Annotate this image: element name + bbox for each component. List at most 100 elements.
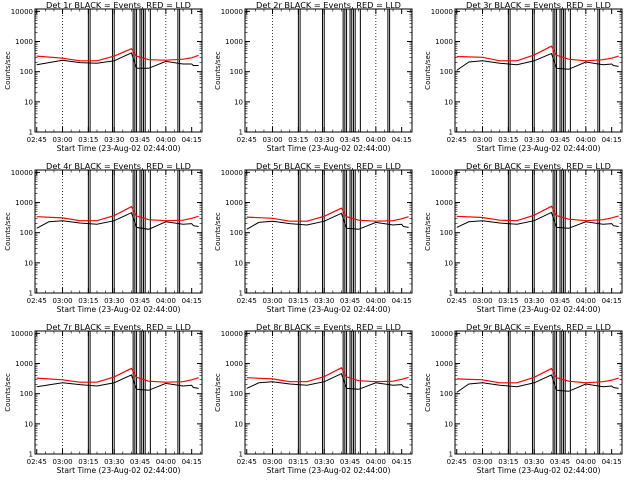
x-axis-label: Start Time (23-Aug-02 02:44:00) <box>57 305 181 314</box>
x-axis-label: Start Time (23-Aug-02 02:44:00) <box>267 144 391 153</box>
x-tick-label: 03:30 <box>104 136 124 144</box>
x-tick-label: 02:45 <box>447 297 467 305</box>
events-series-line <box>36 52 199 69</box>
y-tick-label: 10000 <box>431 8 453 16</box>
y-tick-label: 1 <box>239 290 243 298</box>
lld-series-line <box>36 367 199 383</box>
chart-panel-3: Det 3r BLACK = Events, RED = LLD Counts/s… <box>424 0 623 153</box>
chart-panel-4: Det 4r BLACK = Events, RED = LLD Counts/s… <box>4 161 203 314</box>
y-tick-label: 100 <box>230 68 243 76</box>
y-tick-label: 100 <box>230 229 243 237</box>
y-axis-label: Counts/sec <box>4 51 12 90</box>
x-tick-label: 03:15 <box>498 136 518 144</box>
x-axis-label: Start Time (23-Aug-02 02:44:00) <box>477 305 601 314</box>
x-tick-label: 03:00 <box>262 458 282 466</box>
x-tick-label: 04:00 <box>576 458 596 466</box>
y-tick-label: 10 <box>234 420 243 428</box>
y-tick-label: 1000 <box>435 38 453 46</box>
x-tick-label: 03:15 <box>288 297 308 305</box>
x-tick-label: 04:00 <box>366 458 386 466</box>
plot-frame <box>34 330 203 455</box>
y-tick-label: 1000 <box>15 199 33 207</box>
y-tick-label: 1 <box>239 451 243 459</box>
x-tick-label: 03:45 <box>550 297 570 305</box>
y-tick-label: 10 <box>444 98 453 106</box>
x-tick-label: 03:45 <box>550 136 570 144</box>
x-axis-label: Start Time (23-Aug-02 02:44:00) <box>477 466 601 475</box>
y-tick-label: 100 <box>440 390 453 398</box>
y-tick-label: 10000 <box>431 330 453 338</box>
chart-panel-8: Det 8r BLACK = Events, RED = LLD Counts/s… <box>214 322 413 475</box>
y-axis-label: Counts/sec <box>214 373 222 412</box>
x-tick-label: 02:45 <box>237 136 257 144</box>
x-tick-label: 03:00 <box>472 458 492 466</box>
x-tick-label: 03:15 <box>78 297 98 305</box>
plot-frame <box>34 8 203 133</box>
x-tick-label: 04:15 <box>392 458 412 466</box>
y-axis-label: Counts/sec <box>214 51 222 90</box>
x-tick-label: 04:15 <box>182 297 202 305</box>
panel-title: Det 7r BLACK = Events, RED = LLD <box>46 322 191 332</box>
y-axis-label: Counts/sec <box>424 373 432 412</box>
x-tick-label: 03:45 <box>130 297 150 305</box>
x-tick-label: 03:00 <box>52 297 72 305</box>
chart-panel-7: Det 7r BLACK = Events, RED = LLD Counts/s… <box>4 322 203 475</box>
panel-title: Det 9r BLACK = Events, RED = LLD <box>466 322 611 332</box>
plot-frame <box>34 169 203 294</box>
y-tick-label: 10 <box>234 98 243 106</box>
y-tick-label: 1 <box>449 129 453 137</box>
x-tick-label: 03:15 <box>498 297 518 305</box>
events-series-line <box>246 373 409 390</box>
x-tick-label: 03:00 <box>52 458 72 466</box>
y-tick-label: 100 <box>440 68 453 76</box>
x-axis-label: Start Time (23-Aug-02 02:44:00) <box>57 466 181 475</box>
x-tick-label: 02:45 <box>27 297 47 305</box>
y-tick-label: 10000 <box>11 330 33 338</box>
x-tick-label: 03:15 <box>78 458 98 466</box>
panel-title: Det 8r BLACK = Events, RED = LLD <box>256 322 401 332</box>
x-tick-label: 03:15 <box>288 458 308 466</box>
x-axis-label: Start Time (23-Aug-02 02:44:00) <box>267 305 391 314</box>
x-axis-label: Start Time (23-Aug-02 02:44:00) <box>57 144 181 153</box>
x-tick-label: 03:30 <box>104 458 124 466</box>
x-axis-label: Start Time (23-Aug-02 02:44:00) <box>267 466 391 475</box>
y-tick-label: 10 <box>24 259 33 267</box>
y-tick-label: 100 <box>230 390 243 398</box>
chart-panel-2: Det 2r BLACK = Events, RED = LLD Counts/s… <box>214 0 413 153</box>
x-tick-label: 03:15 <box>288 136 308 144</box>
y-tick-label: 1 <box>29 290 33 298</box>
x-tick-label: 03:00 <box>262 297 282 305</box>
y-tick-label: 10000 <box>11 8 33 16</box>
y-axis-label: Counts/sec <box>4 373 12 412</box>
events-series-line <box>36 212 199 230</box>
y-tick-label: 1000 <box>435 360 453 368</box>
y-tick-label: 10 <box>24 98 33 106</box>
x-axis-label: Start Time (23-Aug-02 02:44:00) <box>477 144 601 153</box>
y-tick-label: 1000 <box>435 199 453 207</box>
lld-series-line <box>456 45 619 62</box>
panel-title: Det 4r BLACK = Events, RED = LLD <box>46 161 191 171</box>
y-tick-label: 10000 <box>221 169 243 177</box>
x-tick-label: 02:45 <box>447 136 467 144</box>
lld-series-line <box>456 367 619 384</box>
x-tick-label: 03:30 <box>524 136 544 144</box>
y-tick-label: 10000 <box>221 8 243 16</box>
y-tick-label: 10000 <box>221 330 243 338</box>
panel-title: Det 1r BLACK = Events, RED = LLD <box>46 0 191 10</box>
x-tick-label: 03:30 <box>314 297 334 305</box>
panel-title: Det 3r BLACK = Events, RED = LLD <box>466 0 611 10</box>
x-tick-label: 04:15 <box>392 136 412 144</box>
events-series-line <box>456 211 619 229</box>
x-tick-label: 02:45 <box>237 458 257 466</box>
events-series-line <box>456 374 619 393</box>
y-tick-label: 1000 <box>225 360 243 368</box>
plot-frame <box>244 8 413 133</box>
y-tick-label: 1 <box>449 290 453 298</box>
x-tick-label: 04:00 <box>156 136 176 144</box>
x-tick-label: 04:15 <box>602 297 622 305</box>
panel-title: Det 5r BLACK = Events, RED = LLD <box>256 161 401 171</box>
x-tick-label: 03:45 <box>550 458 570 466</box>
y-tick-label: 100 <box>20 390 33 398</box>
events-series-line <box>36 374 199 391</box>
x-tick-label: 03:00 <box>52 136 72 144</box>
